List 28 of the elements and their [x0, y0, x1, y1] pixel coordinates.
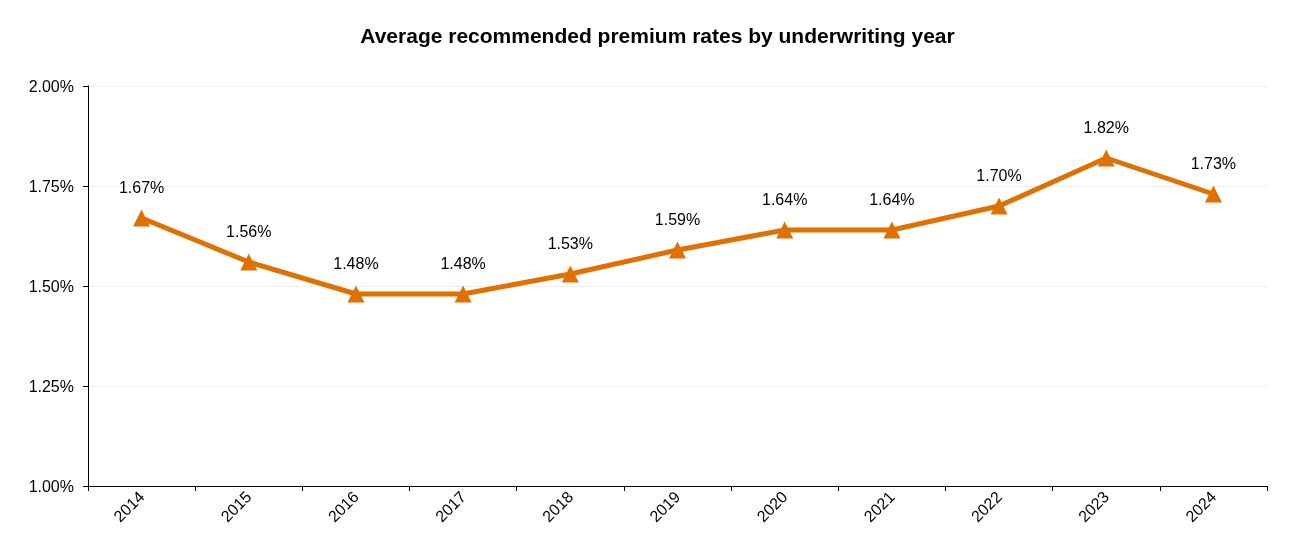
- data-label: 1.48%: [333, 255, 379, 272]
- data-label: 1.73%: [1190, 155, 1237, 172]
- point: [669, 241, 686, 259]
- y-tick-label: 1.50%: [28, 277, 74, 295]
- data-label: 1.67%: [118, 179, 165, 196]
- data-label: 1.70%: [976, 167, 1022, 184]
- point: [454, 285, 472, 303]
- y-tick-label: 1.75%: [28, 177, 74, 195]
- data-label: 1.56%: [226, 223, 272, 240]
- y-tick-label: 1.00%: [28, 477, 74, 495]
- data-label: 1.48%: [440, 255, 486, 272]
- data-label: 1.59%: [654, 211, 701, 228]
- point: [240, 253, 258, 271]
- data-label: 1.64%: [869, 191, 915, 208]
- point: [1097, 149, 1115, 167]
- point: [990, 197, 1008, 215]
- point: [883, 221, 901, 239]
- y-tick-label: 2.00%: [28, 77, 74, 95]
- point: [133, 209, 151, 227]
- point: [347, 285, 365, 303]
- point: [1204, 185, 1222, 203]
- data-label: 1.82%: [1083, 119, 1129, 136]
- y-tick-label: 1.25%: [28, 377, 74, 395]
- chart-title: Average recommended premium rates by underwriting year: [360, 24, 955, 47]
- data-label: 1.53%: [547, 235, 594, 252]
- point: [776, 221, 794, 239]
- point: [561, 265, 579, 283]
- data-label: 1.64%: [761, 191, 808, 208]
